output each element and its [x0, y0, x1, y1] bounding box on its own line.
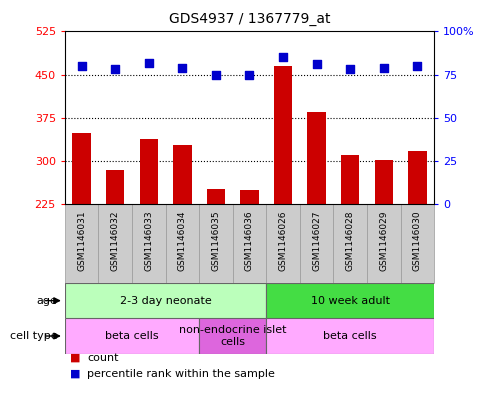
Text: GDS4937 / 1367779_at: GDS4937 / 1367779_at: [169, 12, 330, 26]
Point: [346, 66, 354, 73]
Text: beta cells: beta cells: [323, 331, 377, 341]
Text: GSM1146032: GSM1146032: [111, 211, 120, 271]
Text: beta cells: beta cells: [105, 331, 159, 341]
Text: GSM1146026: GSM1146026: [278, 211, 287, 271]
Bar: [375, 160, 393, 204]
Text: GSM1146033: GSM1146033: [144, 211, 153, 271]
Bar: [207, 189, 225, 204]
Bar: [199, 318, 266, 354]
Bar: [367, 204, 401, 283]
Bar: [65, 318, 199, 354]
Bar: [408, 151, 427, 204]
Bar: [199, 204, 233, 283]
Point: [246, 72, 253, 78]
Bar: [341, 155, 359, 204]
Point: [145, 59, 153, 66]
Text: GSM1146027: GSM1146027: [312, 211, 321, 271]
Bar: [132, 204, 166, 283]
Bar: [106, 170, 124, 204]
Bar: [173, 145, 192, 204]
Text: GSM1146034: GSM1146034: [178, 211, 187, 271]
Text: cell type: cell type: [10, 331, 57, 341]
Bar: [140, 139, 158, 204]
Point: [178, 64, 186, 71]
Bar: [307, 112, 326, 204]
Point: [380, 64, 388, 71]
Bar: [266, 204, 300, 283]
Text: 2-3 day neonate: 2-3 day neonate: [120, 296, 212, 306]
Bar: [274, 66, 292, 204]
Text: GSM1146036: GSM1146036: [245, 211, 254, 271]
Text: GSM1146028: GSM1146028: [346, 211, 355, 271]
Text: GSM1146030: GSM1146030: [413, 211, 422, 271]
Point: [279, 54, 287, 61]
Point: [78, 63, 86, 69]
Point: [111, 66, 119, 73]
Text: age: age: [36, 296, 57, 306]
Text: percentile rank within the sample: percentile rank within the sample: [87, 369, 275, 379]
Bar: [240, 190, 258, 204]
Bar: [266, 283, 434, 318]
Text: count: count: [87, 353, 119, 363]
Bar: [233, 204, 266, 283]
Bar: [98, 204, 132, 283]
Bar: [401, 204, 434, 283]
Bar: [266, 318, 434, 354]
Text: non-endocrine islet
cells: non-endocrine islet cells: [179, 325, 286, 347]
Bar: [65, 204, 98, 283]
Text: ■: ■: [70, 353, 80, 363]
Bar: [72, 134, 91, 204]
Text: GSM1146029: GSM1146029: [379, 211, 388, 271]
Point: [313, 61, 321, 68]
Bar: [333, 204, 367, 283]
Text: ■: ■: [70, 369, 80, 379]
Text: GSM1146035: GSM1146035: [212, 211, 221, 271]
Point: [413, 63, 421, 69]
Text: GSM1146031: GSM1146031: [77, 211, 86, 271]
Bar: [166, 204, 199, 283]
Point: [212, 72, 220, 78]
Bar: [65, 283, 266, 318]
Text: 10 week adult: 10 week adult: [311, 296, 390, 306]
Bar: [300, 204, 333, 283]
